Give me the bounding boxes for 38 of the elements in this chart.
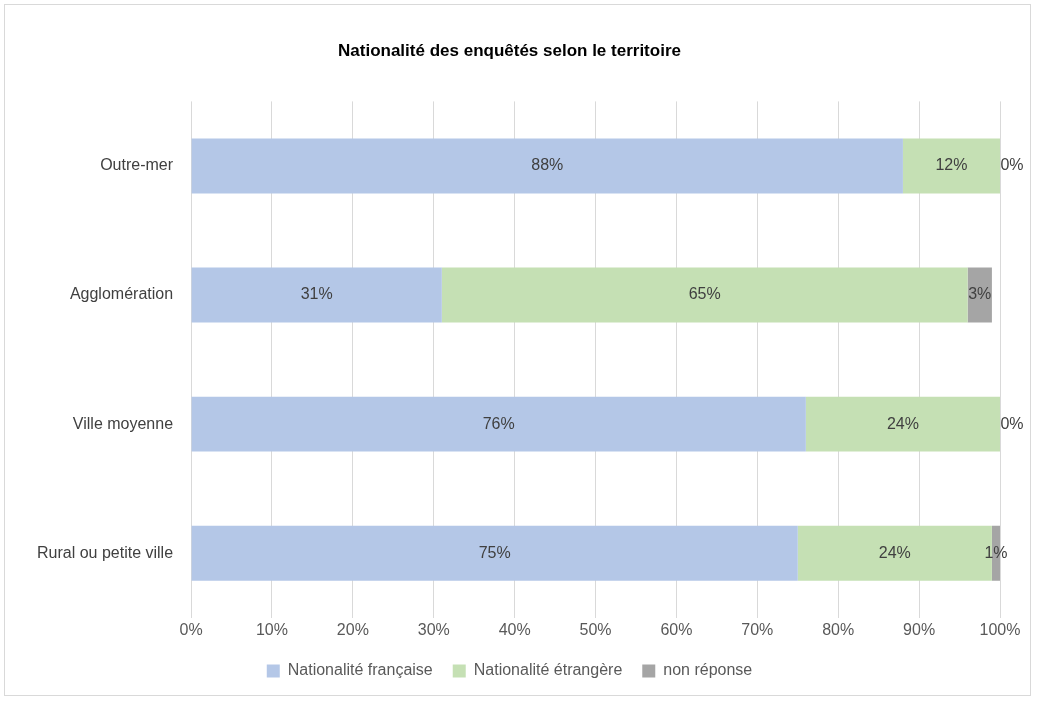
chart-title: Nationalité des enquêtés selon le territoire [338,40,681,60]
y-tick-label: Outre-mer [100,156,174,174]
data-label: 1% [984,543,1008,561]
legend-label: Nationalité étrangère [473,661,623,679]
x-tick-label: 30% [417,620,450,638]
bar [191,525,798,581]
x-tick-label: 60% [660,620,693,638]
legend-label: Nationalité française [287,661,433,679]
bar [441,267,968,323]
x-tick-label: 80% [822,620,855,638]
data-label: 3% [968,285,992,303]
x-tick-label: 70% [741,620,774,638]
x-tick-label: 0% [179,620,203,638]
x-tick-label: 10% [255,620,288,638]
bar [191,138,903,194]
x-tick-label: 40% [498,620,531,638]
bar [805,396,1000,452]
x-tick-label: 100% [979,620,1021,638]
legend-label: non réponse [663,661,753,679]
bar [191,396,806,452]
data-label: 76% [482,414,515,432]
x-tick-label: 50% [579,620,612,638]
y-tick-label: Agglomération [69,285,174,303]
data-label: 65% [688,285,721,303]
data-label: 24% [878,543,911,561]
bar [902,138,1000,194]
data-label: 31% [300,285,333,303]
data-label: 0% [1000,156,1024,174]
x-tick-label: 90% [903,620,936,638]
bar [191,267,442,323]
y-tick-label: Ville moyenne [72,414,174,432]
y-tick-label: Rural ou petite ville [36,543,174,561]
data-label: 75% [478,543,511,561]
data-label: 24% [886,414,919,432]
data-label: 12% [935,156,968,174]
data-label: 0% [1000,414,1024,432]
x-tick-label: 20% [336,620,369,638]
data-label: 88% [531,156,564,174]
